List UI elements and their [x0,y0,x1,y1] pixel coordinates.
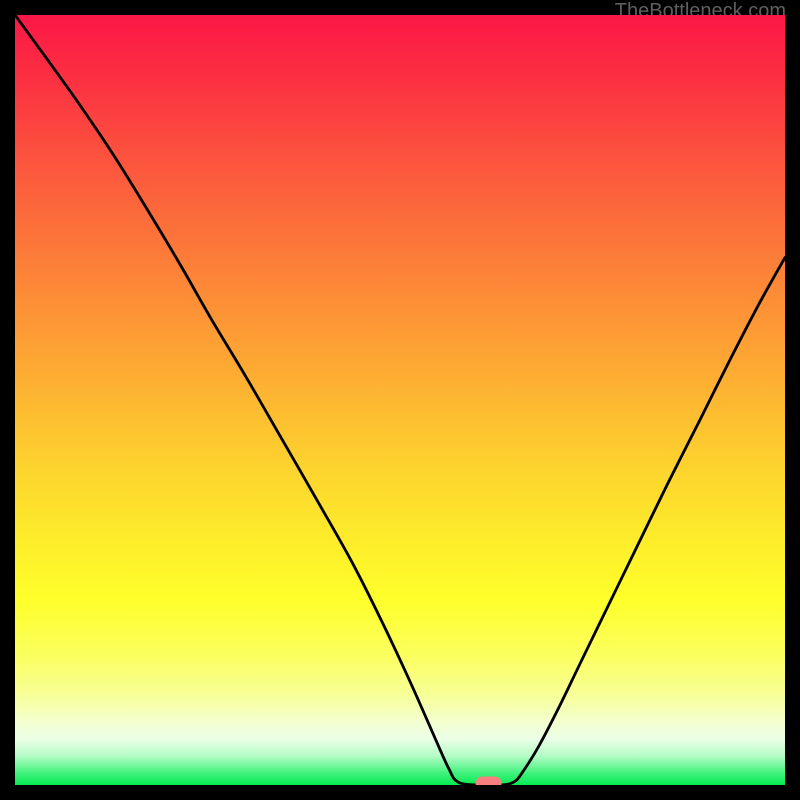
bottleneck-chart [15,15,785,785]
chart-background [15,15,785,785]
optimum-marker [476,776,502,785]
chart-frame: TheBottleneck.com [0,0,800,800]
